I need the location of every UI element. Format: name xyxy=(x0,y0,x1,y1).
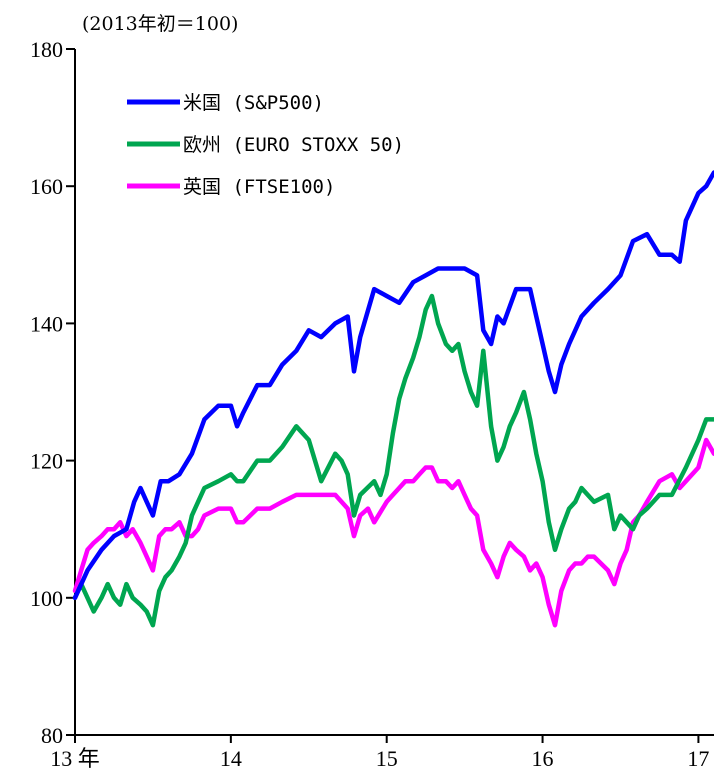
y-tick-label: 140 xyxy=(30,311,63,336)
series-line-1 xyxy=(72,293,714,628)
axes: 80 100 120 140 160 180 13 年 14 15 16 17 xyxy=(30,37,714,771)
y-tick-label: 120 xyxy=(30,449,63,474)
y-tick-label: 100 xyxy=(30,586,63,611)
x-tick-label: 16 xyxy=(532,746,554,771)
series-line-0 xyxy=(72,170,714,601)
unit-label: (2013年初＝100) xyxy=(82,13,238,35)
legend-label-2: 英国 (FTSE100) xyxy=(183,176,335,198)
x-tick-label: 17 xyxy=(687,746,709,771)
legend: 米国 (S&P500) 欧州 (EURO STOXX 50) 英国 (FTSE100… xyxy=(127,92,404,198)
series-layer xyxy=(72,170,714,628)
y-tick-label: 160 xyxy=(30,174,63,199)
series-line-2 xyxy=(72,437,714,628)
x-tick-label: 14 xyxy=(220,746,242,771)
y-tick-label: 180 xyxy=(30,37,63,62)
x-tick-label: 15 xyxy=(376,746,398,771)
y-tick-label: 80 xyxy=(41,723,63,748)
x-tick-label: 13 年 xyxy=(50,746,100,771)
legend-label-0: 米国 (S&P500) xyxy=(183,92,324,114)
legend-label-1: 欧州 (EURO STOXX 50) xyxy=(183,134,404,156)
